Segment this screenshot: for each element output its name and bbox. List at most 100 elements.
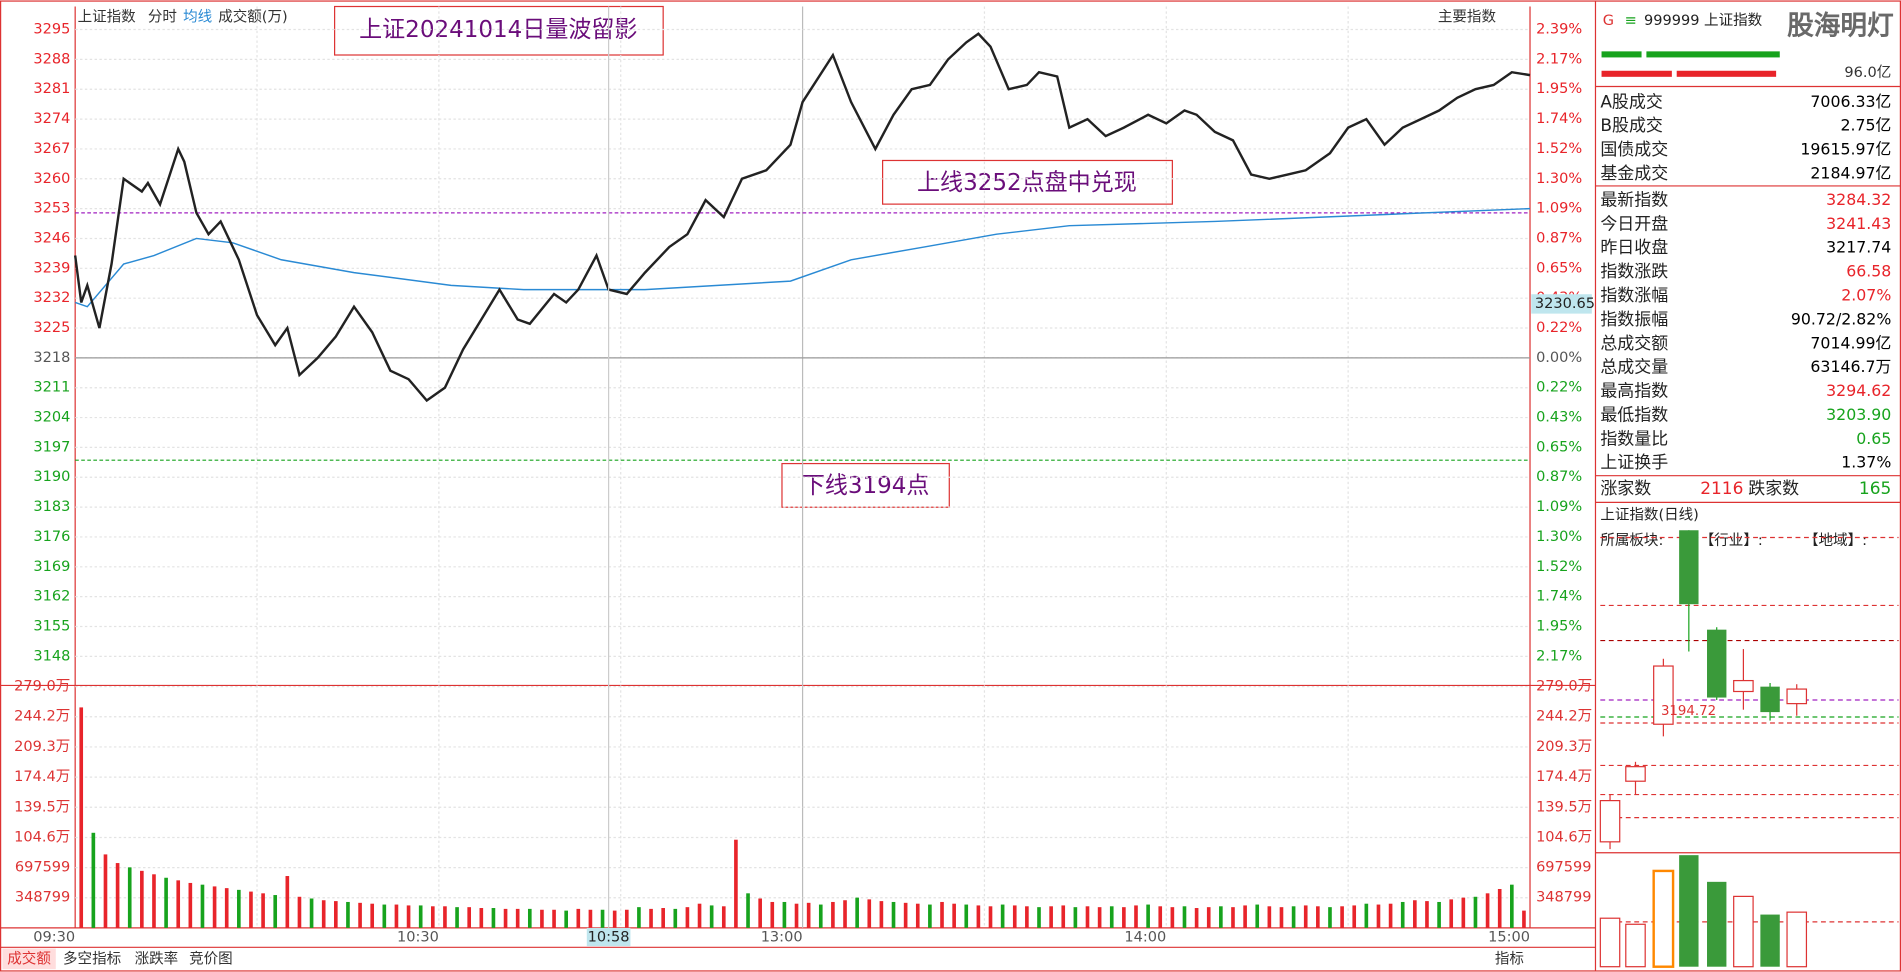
vol-tick-label: 348799 [15,890,70,906]
region: 【地域】: [1804,532,1867,549]
pct-label: 2.17% [1536,51,1582,67]
vol-tick-label-right: 174.4万 [1536,769,1592,785]
volume-bar [697,903,702,928]
volume-bar [758,898,762,928]
volume-bar [527,908,532,928]
bottom-tab[interactable]: 多空指标 [63,950,121,967]
volume-bar [479,908,484,928]
volume-bar [721,906,726,928]
pct-label: 0.65% [1536,439,1582,455]
volume-bar [1097,907,1102,928]
row-value: 3241.43 [1826,214,1891,233]
bottom-tab[interactable]: 涨跌率 [135,950,179,967]
pct-label: 0.43% [1536,410,1582,426]
volume-bar [709,905,714,928]
volume-bar [455,907,459,928]
volume-bar [782,901,787,928]
volume-bar [988,906,993,928]
toolbar-tab[interactable]: 均线 [183,8,212,25]
pct-label: 0.87% [1536,469,1582,485]
vol-tick-label-right: 104.6万 [1536,829,1592,845]
volume-bar [418,905,423,928]
volume-bar [1000,904,1005,928]
toolbar-tab[interactable]: 分时 [148,8,177,25]
volume-bar [1291,906,1296,928]
volume-bar [406,905,411,928]
progress [1601,70,1672,77]
toolbar-right[interactable]: 主要指数 [1438,8,1497,25]
row-value: 2.07% [1841,286,1891,305]
panel-icon: ≡ [1625,13,1637,29]
y-tick-label: 3232 [33,290,70,306]
volume-bar [1061,905,1066,928]
row-value: 66.58 [1846,262,1891,281]
volume-bar [1085,906,1090,928]
vol-tick-label: 209.3万 [14,739,70,755]
volume-bar [443,906,447,928]
row-label: 上证换手 [1600,453,1668,473]
volume-bar [1255,904,1260,928]
y-tick-label: 3176 [33,529,70,545]
volume-bar [576,908,581,928]
volume-bar [1170,907,1175,928]
mini-volume [1599,855,1808,968]
y-tick-label: 3225 [33,320,70,336]
row-value: 7014.99亿 [1810,333,1891,352]
down-count: 165 [1859,479,1891,499]
y-tick-label: 3190 [33,469,70,485]
y-tick-label: 3162 [33,589,70,605]
volume-bar [515,908,520,928]
volume-bar [467,907,472,928]
volume-bar [588,909,593,928]
y-tick-label: 3183 [33,499,70,515]
volume-bar [321,900,326,928]
pct-label: 1.74% [1536,111,1582,127]
volume-bar [770,901,775,928]
volume-bar [637,907,641,928]
mini-chart [1600,536,1899,923]
volume-bar [940,901,944,928]
bottom-right[interactable]: 指标 [1495,950,1524,967]
progress [1601,51,1642,58]
volume-bar [600,909,605,928]
volume-bar [127,867,132,928]
row-label: 昨日收盘 [1600,238,1668,258]
candle-label: 3194.72 [1661,704,1716,719]
row-value: 0.65 [1856,429,1891,448]
volume-bar [1146,904,1150,928]
volume-bar [1376,904,1381,928]
volume-bar [394,904,399,928]
volume-bar [285,876,290,928]
volume-bar [297,896,302,928]
volume-bar [1413,900,1417,928]
volume-bar [224,888,229,928]
row-label: 基金成交 [1600,164,1668,184]
last-label: 3230.65 [1535,296,1595,312]
vol-tick-label: 279.0万 [14,679,70,695]
volume-bar [491,908,496,928]
volume-bar [1049,906,1053,928]
volume-bar [673,908,678,928]
vol-tick-label: 244.2万 [14,709,70,725]
pct-label: 2.39% [1536,22,1582,38]
volume-bar [1037,907,1041,928]
industry: 【行业】: [1700,532,1763,549]
row-value: 90.72/2.82% [1791,309,1891,328]
bottom-tab[interactable]: 竞价图 [189,949,233,967]
volume-bar [249,891,253,928]
volume-bar [964,904,969,928]
toolbar-tab[interactable]: 成交额(万) [218,7,287,25]
volume-bar [1437,901,1441,928]
progress [1676,70,1777,77]
x-tick-label: 09:30 [33,930,75,946]
pct-label: 1.52% [1536,141,1582,157]
row-value: 63146.7万 [1810,357,1891,376]
volume-bar [1449,899,1454,928]
row-value: 3203.90 [1826,405,1891,424]
volume-bar [309,898,314,928]
mini-candles [1599,530,1808,850]
bottom-tab[interactable]: 成交额 [7,949,51,967]
volume-bar [952,903,956,928]
volume-bar [115,863,120,928]
